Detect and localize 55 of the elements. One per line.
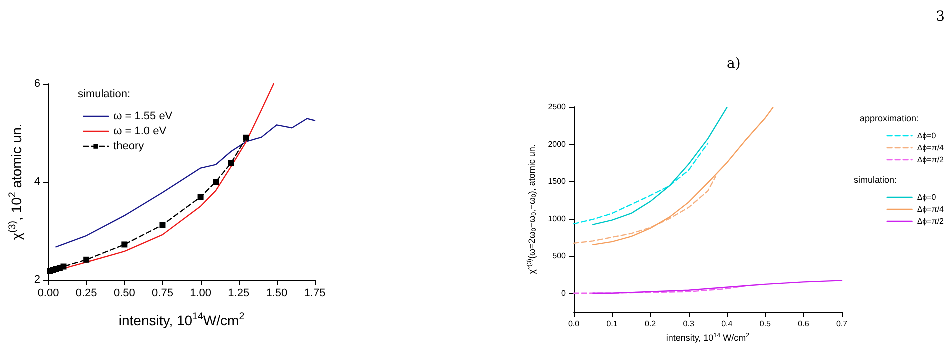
line-series xyxy=(592,280,843,294)
legend-label: Δϕ=0 xyxy=(917,193,937,202)
y-tick-label: 2500 xyxy=(548,102,567,112)
legend-label: Δϕ=0 xyxy=(917,132,937,140)
legend-label: ω = 1.0 eV xyxy=(114,126,168,138)
x-tick-label: 1.50 xyxy=(266,288,288,300)
legend-label: theory xyxy=(114,140,145,152)
x-tick-label: 1.75 xyxy=(304,288,326,300)
x-tick-label: 0.4 xyxy=(722,320,734,328)
x-tick-label: 1.25 xyxy=(228,288,250,300)
x-tick-label: 0.00 xyxy=(38,288,60,300)
x-tick-label: 0.3 xyxy=(683,320,695,328)
text: simulation: xyxy=(854,175,898,185)
y-tick-label: 0 xyxy=(562,288,567,298)
point xyxy=(160,222,166,228)
x-tick-label: 0.6 xyxy=(798,320,810,328)
y-tick-label: 500 xyxy=(552,252,567,261)
text: 3 xyxy=(936,9,946,25)
y-tick-label: 2 xyxy=(34,274,41,286)
line-series xyxy=(573,285,747,294)
point xyxy=(84,256,90,263)
x-tick-label: 0.0 xyxy=(568,320,580,328)
legend-label: Δϕ=π/4 xyxy=(917,144,945,152)
y-tick-label: 1000 xyxy=(548,214,567,224)
point xyxy=(60,264,67,270)
point xyxy=(243,134,250,141)
x-tick-label: 0.75 xyxy=(152,288,174,300)
y-tick-label: 6 xyxy=(34,78,41,90)
line-series xyxy=(592,107,774,246)
x-tick-label: 0.1 xyxy=(606,320,618,328)
line-series xyxy=(573,176,716,244)
legend-label: Δϕ=π/2 xyxy=(917,217,945,226)
x-tick-label: 0.25 xyxy=(76,288,98,300)
line-series xyxy=(592,107,728,226)
point xyxy=(213,179,220,185)
x-tick-label: 0.5 xyxy=(760,320,772,328)
y-axis-title: χ(3), 102 atomic un. xyxy=(8,124,24,240)
legend-label: Δϕ=π/2 xyxy=(917,156,945,164)
x-tick-label: 0.2 xyxy=(645,320,657,328)
y-tick-label: 4 xyxy=(34,176,41,188)
legend-label: Δϕ=π/4 xyxy=(917,205,945,214)
legend-title: simulation: xyxy=(78,88,131,100)
point xyxy=(198,194,204,200)
legend-label: ω = 1.55 eV xyxy=(114,110,174,122)
x-tick-label: 0.50 xyxy=(114,288,136,300)
text: approximation: xyxy=(860,114,920,124)
x-tick-label: 1.00 xyxy=(190,288,212,300)
line-series xyxy=(56,118,316,248)
line-series xyxy=(573,142,709,225)
y-tick-label: 1500 xyxy=(548,177,567,186)
point xyxy=(122,242,128,248)
point xyxy=(228,160,234,166)
chart-title: a) xyxy=(727,56,741,72)
y-tick-label: 2000 xyxy=(548,140,567,149)
x-tick-label: 0.7 xyxy=(836,320,848,328)
